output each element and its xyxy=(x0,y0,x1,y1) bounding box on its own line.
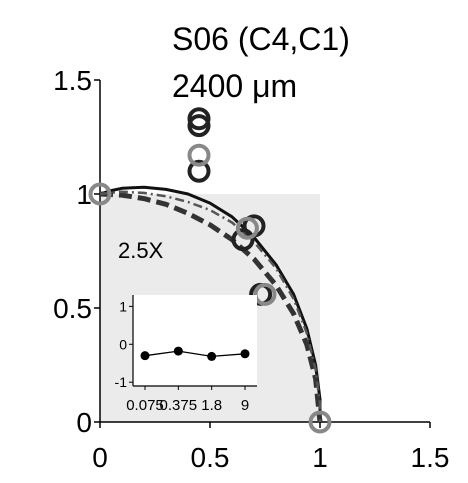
curve-dash-dot xyxy=(99,190,322,422)
inset-y-tick-label: -1 xyxy=(115,374,128,390)
inset-x-tick-label: 0.375 xyxy=(160,397,198,414)
data-point xyxy=(187,159,211,183)
inset-x-tick-label: 1.8 xyxy=(201,397,222,414)
zoom-annotation: 2.5X xyxy=(118,238,164,263)
data-point xyxy=(231,228,255,252)
inset-line xyxy=(144,350,246,358)
y-tick-label: 1 xyxy=(76,179,92,210)
chart-title: S06 (C4,C1) xyxy=(172,21,350,57)
inset-x-tick-label: 9 xyxy=(241,397,249,414)
data-point xyxy=(88,182,112,206)
inset-point xyxy=(207,351,217,361)
y-tick-label: 1.5 xyxy=(53,65,92,96)
x-tick-label: 1 xyxy=(312,442,328,473)
inset-y-tick-label: 1 xyxy=(119,298,127,314)
inset-point xyxy=(173,346,183,356)
y-tick-label: 0.5 xyxy=(53,293,92,324)
data-point xyxy=(253,282,277,306)
data-point xyxy=(235,216,259,240)
y-tick-label: 0 xyxy=(76,407,92,438)
data-point xyxy=(187,114,211,138)
inset-background xyxy=(133,295,257,386)
data-point xyxy=(187,143,211,167)
inset-point xyxy=(240,349,250,359)
curve-solid xyxy=(99,185,322,422)
chart-subtitle: 2400 μm xyxy=(172,68,297,104)
data-point xyxy=(187,107,211,131)
inset-y-tick-label: 0 xyxy=(119,336,127,352)
x-tick-label: 0 xyxy=(92,442,108,473)
inset-point xyxy=(140,351,150,361)
inset-x-tick-label: 0.075 xyxy=(126,397,164,414)
data-point xyxy=(308,410,332,434)
x-tick-label: 1.5 xyxy=(411,442,450,473)
x-tick-label: 0.5 xyxy=(191,442,230,473)
